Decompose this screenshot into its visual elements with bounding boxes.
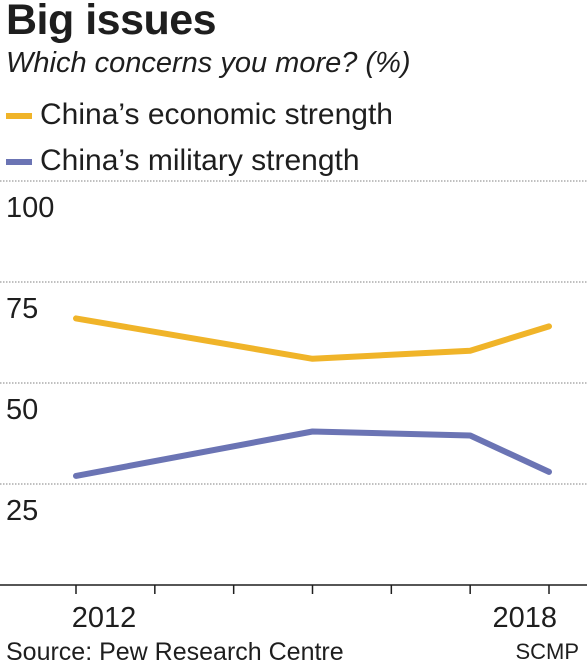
y-tick-label-100: 100 [6, 192, 54, 224]
y-tick-label-25: 25 [6, 495, 38, 527]
x-tick-label-2018: 2018 [492, 602, 557, 634]
series-line-military [73, 428, 552, 479]
series-lines [73, 315, 552, 479]
legend: China’s economic strength China’s milita… [6, 92, 393, 184]
y-tick-label-75: 75 [6, 293, 38, 325]
x-axis: 2012 2018 [0, 584, 587, 634]
chart-subtitle: Which concerns you more? (%) [6, 47, 411, 79]
chart-title: Big issues [6, 0, 217, 44]
x-tick-label-2012: 2012 [72, 602, 137, 634]
y-tick-label-50: 50 [6, 394, 38, 426]
y-tick-labels: 25 50 75 100 [6, 192, 54, 527]
gridlines [0, 180, 587, 485]
legend-swatch-military [6, 159, 32, 165]
source-note: Source: Pew Research Centre [6, 638, 344, 666]
legend-item-economic: China’s economic strength [6, 92, 393, 138]
legend-swatch-economic [6, 113, 32, 119]
publisher-credit: SCMP [515, 639, 579, 664]
legend-label-economic: China’s economic strength [40, 98, 393, 131]
legend-label-military: China’s military strength [40, 144, 360, 177]
legend-item-military: China’s military strength [6, 138, 393, 184]
series-line-economic [73, 315, 552, 362]
